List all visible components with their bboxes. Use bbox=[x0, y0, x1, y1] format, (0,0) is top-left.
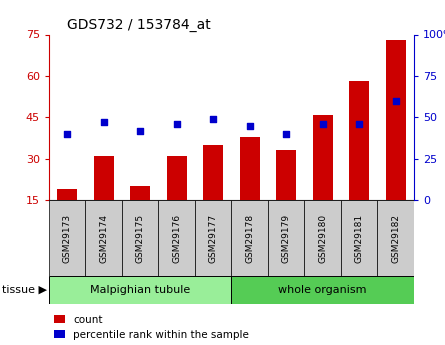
Bar bbox=[231, 276, 414, 304]
Point bbox=[100, 119, 107, 125]
Text: GSM29181: GSM29181 bbox=[355, 214, 364, 263]
Bar bbox=[268, 200, 304, 276]
Point bbox=[356, 121, 363, 127]
Point bbox=[319, 121, 326, 127]
Bar bbox=[341, 200, 377, 276]
Point bbox=[210, 116, 217, 122]
Bar bbox=[349, 81, 369, 242]
Bar bbox=[195, 200, 231, 276]
Text: GSM29178: GSM29178 bbox=[245, 214, 254, 263]
Bar bbox=[49, 200, 85, 276]
Text: GSM29173: GSM29173 bbox=[63, 214, 72, 263]
Bar bbox=[57, 189, 77, 241]
Text: GDS732 / 153784_at: GDS732 / 153784_at bbox=[67, 18, 211, 32]
Text: whole organism: whole organism bbox=[279, 285, 367, 295]
Point bbox=[392, 98, 399, 104]
Legend: count, percentile rank within the sample: count, percentile rank within the sample bbox=[54, 315, 249, 340]
Bar bbox=[85, 200, 122, 276]
Bar bbox=[304, 200, 341, 276]
Text: GSM29175: GSM29175 bbox=[136, 214, 145, 263]
Bar bbox=[312, 115, 333, 242]
Point bbox=[283, 131, 290, 137]
Bar bbox=[276, 150, 296, 241]
Bar bbox=[49, 276, 231, 304]
Text: GSM29179: GSM29179 bbox=[282, 214, 291, 263]
Text: tissue ▶: tissue ▶ bbox=[2, 285, 47, 295]
Text: GSM29182: GSM29182 bbox=[391, 214, 400, 263]
Text: Malpighian tubule: Malpighian tubule bbox=[90, 285, 190, 295]
Bar bbox=[231, 200, 268, 276]
Bar bbox=[93, 156, 114, 241]
Bar bbox=[122, 200, 158, 276]
Bar bbox=[166, 156, 187, 241]
Bar bbox=[377, 200, 414, 276]
Point bbox=[64, 131, 71, 137]
Text: GSM29177: GSM29177 bbox=[209, 214, 218, 263]
Text: GSM29176: GSM29176 bbox=[172, 214, 181, 263]
Bar bbox=[158, 200, 195, 276]
Point bbox=[173, 121, 180, 127]
Bar bbox=[239, 137, 260, 242]
Bar bbox=[203, 145, 223, 242]
Bar bbox=[385, 40, 406, 242]
Bar bbox=[130, 186, 150, 242]
Text: GSM29174: GSM29174 bbox=[99, 214, 108, 263]
Text: GSM29180: GSM29180 bbox=[318, 214, 327, 263]
Point bbox=[137, 128, 144, 133]
Point bbox=[246, 123, 253, 128]
